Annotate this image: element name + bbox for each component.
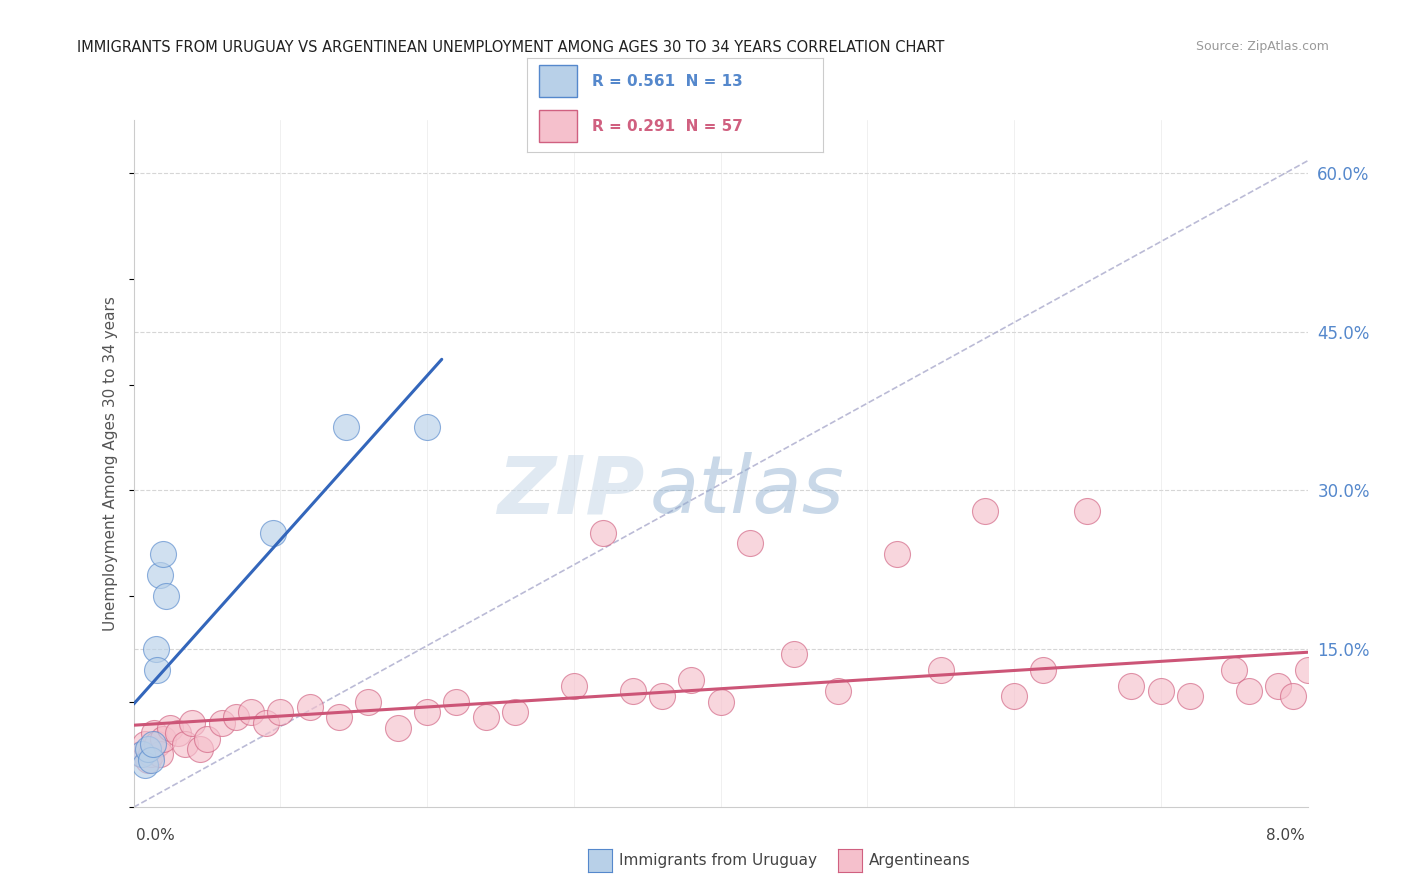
Point xyxy=(1385,668,1406,682)
Point xyxy=(136,742,159,756)
Point xyxy=(1002,690,1025,704)
Point xyxy=(738,536,761,550)
Point xyxy=(225,710,247,724)
Text: 8.0%: 8.0% xyxy=(1265,829,1305,843)
Point xyxy=(155,589,177,603)
Point xyxy=(1121,679,1143,693)
Point xyxy=(174,737,197,751)
Point xyxy=(188,742,211,756)
Point xyxy=(621,684,644,698)
Text: Argentineans: Argentineans xyxy=(869,854,970,868)
Point xyxy=(269,705,291,719)
Point xyxy=(929,663,952,677)
Point xyxy=(592,525,614,540)
Point xyxy=(141,753,163,767)
Point xyxy=(783,647,806,661)
Point xyxy=(1399,673,1406,688)
Point xyxy=(1355,684,1378,698)
Text: ZIP: ZIP xyxy=(496,452,644,531)
Point xyxy=(146,737,169,751)
Point xyxy=(149,747,172,762)
Bar xyxy=(538,65,578,97)
Point xyxy=(973,504,995,518)
Point xyxy=(134,737,156,751)
Point xyxy=(1237,684,1260,698)
Point xyxy=(146,663,169,677)
Point xyxy=(475,710,498,724)
Text: R = 0.561  N = 13: R = 0.561 N = 13 xyxy=(592,74,742,89)
Point xyxy=(195,731,218,746)
Point xyxy=(254,715,277,730)
Point xyxy=(1180,690,1202,704)
Point xyxy=(1076,504,1098,518)
Point xyxy=(134,758,156,772)
Text: Immigrants from Uruguay: Immigrants from Uruguay xyxy=(619,854,817,868)
Point xyxy=(886,547,908,561)
Text: Source: ZipAtlas.com: Source: ZipAtlas.com xyxy=(1195,40,1329,54)
Point xyxy=(446,695,468,709)
Point xyxy=(145,641,167,656)
Point xyxy=(681,673,703,688)
Text: 0.0%: 0.0% xyxy=(136,829,176,843)
Point xyxy=(1340,668,1362,682)
Point xyxy=(262,525,284,540)
Point xyxy=(143,726,166,740)
Point xyxy=(357,695,380,709)
Text: IMMIGRANTS FROM URUGUAY VS ARGENTINEAN UNEMPLOYMENT AMONG AGES 30 TO 34 YEARS CO: IMMIGRANTS FROM URUGUAY VS ARGENTINEAN U… xyxy=(77,40,945,55)
Y-axis label: Unemployment Among Ages 30 to 34 years: Unemployment Among Ages 30 to 34 years xyxy=(103,296,118,632)
Point xyxy=(1282,690,1305,704)
Point xyxy=(298,699,321,714)
Point xyxy=(1032,663,1054,677)
Point xyxy=(131,747,153,762)
Point xyxy=(328,710,350,724)
Point xyxy=(503,705,526,719)
Text: R = 0.291  N = 57: R = 0.291 N = 57 xyxy=(592,119,744,134)
Bar xyxy=(538,111,578,142)
Point xyxy=(827,684,849,698)
Point xyxy=(159,721,181,735)
Point xyxy=(152,731,174,746)
Point xyxy=(1326,673,1348,688)
Point xyxy=(166,726,188,740)
Point xyxy=(387,721,409,735)
Point xyxy=(136,753,159,767)
Point xyxy=(1150,684,1173,698)
Point xyxy=(142,737,165,751)
Point xyxy=(129,747,152,762)
Point xyxy=(1310,679,1333,693)
Point xyxy=(651,690,673,704)
Point xyxy=(335,420,357,434)
Point xyxy=(152,547,174,561)
Point xyxy=(1223,663,1246,677)
Point xyxy=(149,567,172,582)
Text: atlas: atlas xyxy=(650,452,845,531)
Point xyxy=(416,420,439,434)
Point xyxy=(239,705,263,719)
Point xyxy=(181,715,204,730)
Point xyxy=(562,679,585,693)
Point xyxy=(1296,663,1319,677)
Point xyxy=(1369,663,1392,677)
Point xyxy=(416,705,439,719)
Point xyxy=(1267,679,1289,693)
Point xyxy=(710,695,733,709)
Point xyxy=(141,747,163,762)
Point xyxy=(211,715,233,730)
